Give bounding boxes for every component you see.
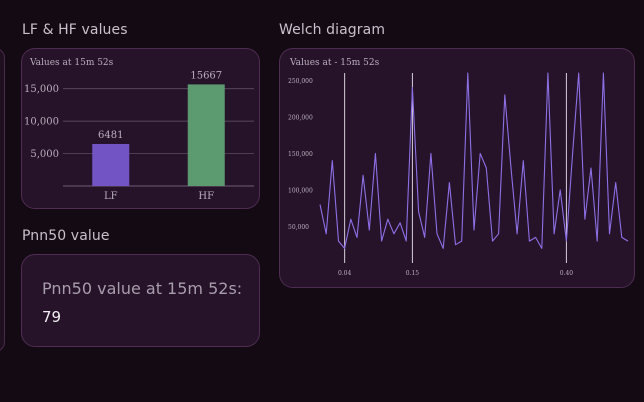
bar-category-label: HF xyxy=(198,191,214,202)
welch-series-line xyxy=(319,72,629,249)
welch-subtitle: Values at - 15m 52s xyxy=(290,58,380,68)
offscreen-panel-edge xyxy=(0,48,5,352)
welch-line-chart: 50,000 100,000 150,000 200,000 250,000 0.04 0.… xyxy=(288,72,629,277)
lfhf-card: Values at 15m 52s 5,000 10,000 15,000 6481 L… xyxy=(21,48,260,209)
bar-hf xyxy=(187,84,225,186)
welch-xtick-label: 0.40 xyxy=(560,270,574,277)
pnn50-value: 79 xyxy=(42,308,62,326)
welch-section-title: Welch diagram xyxy=(279,22,386,38)
pnn50-card: Pnn50 value at 15m 52s: 79 xyxy=(21,254,260,347)
pnn50-section-title: Pnn50 value xyxy=(22,228,110,244)
bar-ytick-label: 5,000 xyxy=(30,149,59,160)
bar-data-label: 15667 xyxy=(190,70,222,81)
bar-ytick-label: 15,000 xyxy=(24,84,59,95)
pnn50-label: Pnn50 value at 15m 52s: xyxy=(42,279,243,298)
lfhf-section-title: LF & HF values xyxy=(22,22,128,38)
welch-ytick-label: 50,000 xyxy=(288,224,309,231)
lfhf-bar-chart: 5,000 10,000 15,000 6481 LF 15667 HF xyxy=(24,70,254,202)
bar-category-label: LF xyxy=(104,191,118,202)
welch-ytick-label: 150,000 xyxy=(288,151,313,158)
welch-ytick-label: 100,000 xyxy=(288,187,313,194)
welch-xtick-label: 0.04 xyxy=(338,270,352,277)
welch-ytick-label: 200,000 xyxy=(288,114,313,121)
welch-ytick-label: 250,000 xyxy=(288,78,313,85)
bar-lf xyxy=(92,143,130,186)
bar-data-label: 6481 xyxy=(98,130,123,141)
welch-xtick-label: 0.15 xyxy=(406,270,420,277)
lfhf-subtitle: Values at 15m 52s xyxy=(30,58,114,68)
bar-ytick-label: 10,000 xyxy=(24,117,59,128)
welch-card: Values at - 15m 52s 50,000 100,000 150,000… xyxy=(279,48,635,288)
